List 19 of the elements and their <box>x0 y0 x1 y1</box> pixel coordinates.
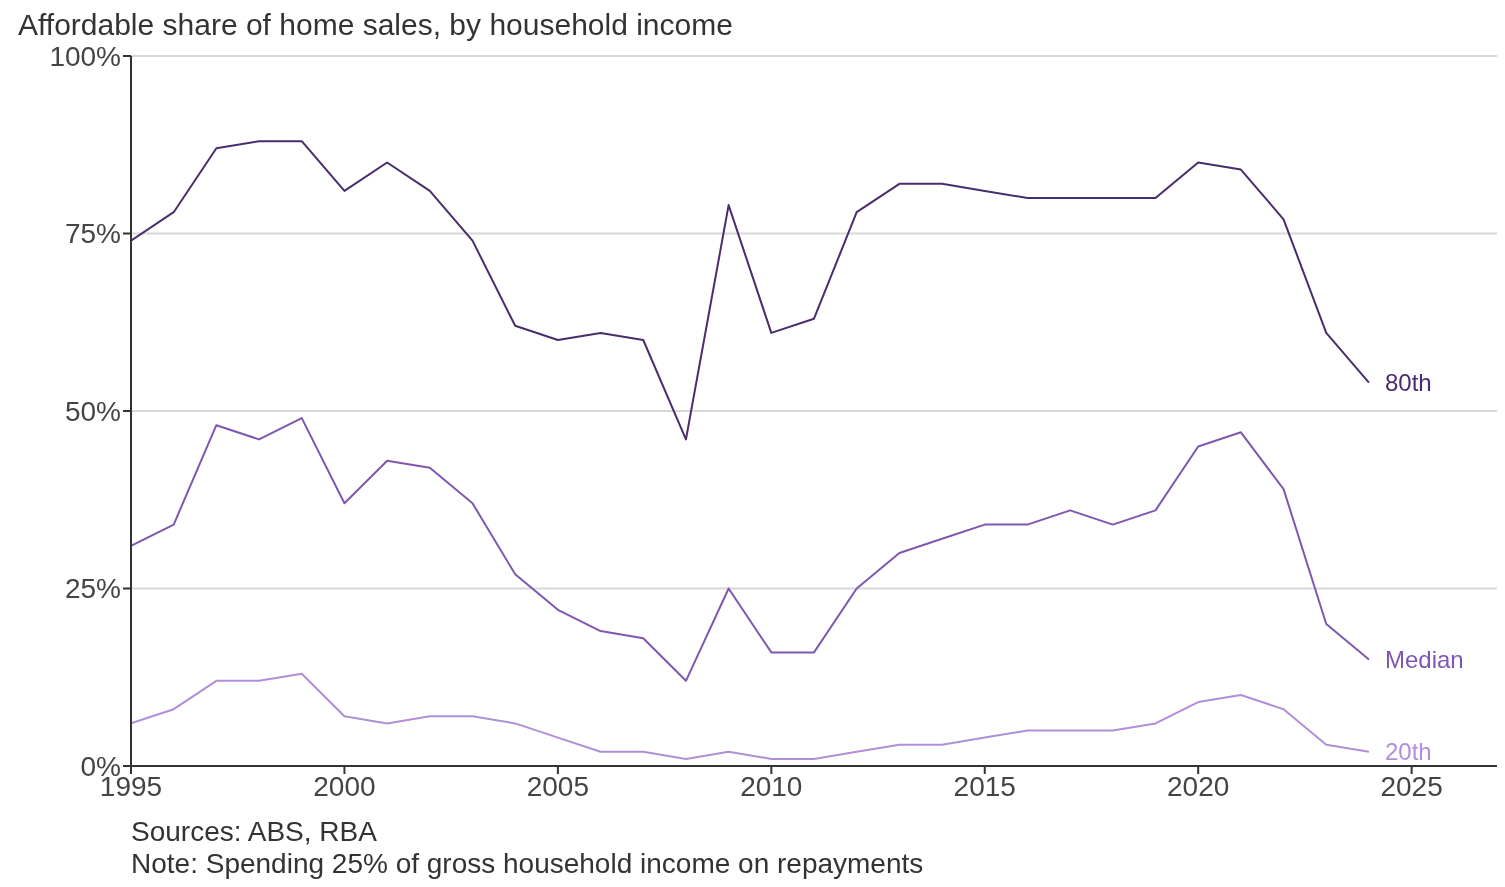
line-series <box>131 140 1370 441</box>
series-label: 80th <box>1384 368 1432 396</box>
text: Note: Spending 25% of gross household income on repayments <box>131 848 925 880</box>
x-tick-label: 2015 <box>953 770 1016 802</box>
y-tick-label: 25% <box>64 573 121 605</box>
y-tick-label: 75% <box>64 218 121 250</box>
x-tick-label: 2005 <box>526 770 590 802</box>
line-series <box>131 417 1370 682</box>
x-tick-label: 2025 <box>1380 770 1443 802</box>
y-tick-label: 100% <box>49 40 121 72</box>
chart-title: Affordable share of home sales, by household income <box>18 8 734 42</box>
series-label: 20th <box>1384 737 1432 765</box>
x-tick-label: 2010 <box>740 770 803 802</box>
series-label: Median <box>1384 645 1464 673</box>
y-tick-label: 50% <box>64 395 121 427</box>
x-tick-label: 2020 <box>1167 770 1230 802</box>
source-note: Sources: ABS, RBA <box>131 816 378 848</box>
line-series <box>131 672 1370 760</box>
x-tick-label: 2000 <box>313 770 376 802</box>
